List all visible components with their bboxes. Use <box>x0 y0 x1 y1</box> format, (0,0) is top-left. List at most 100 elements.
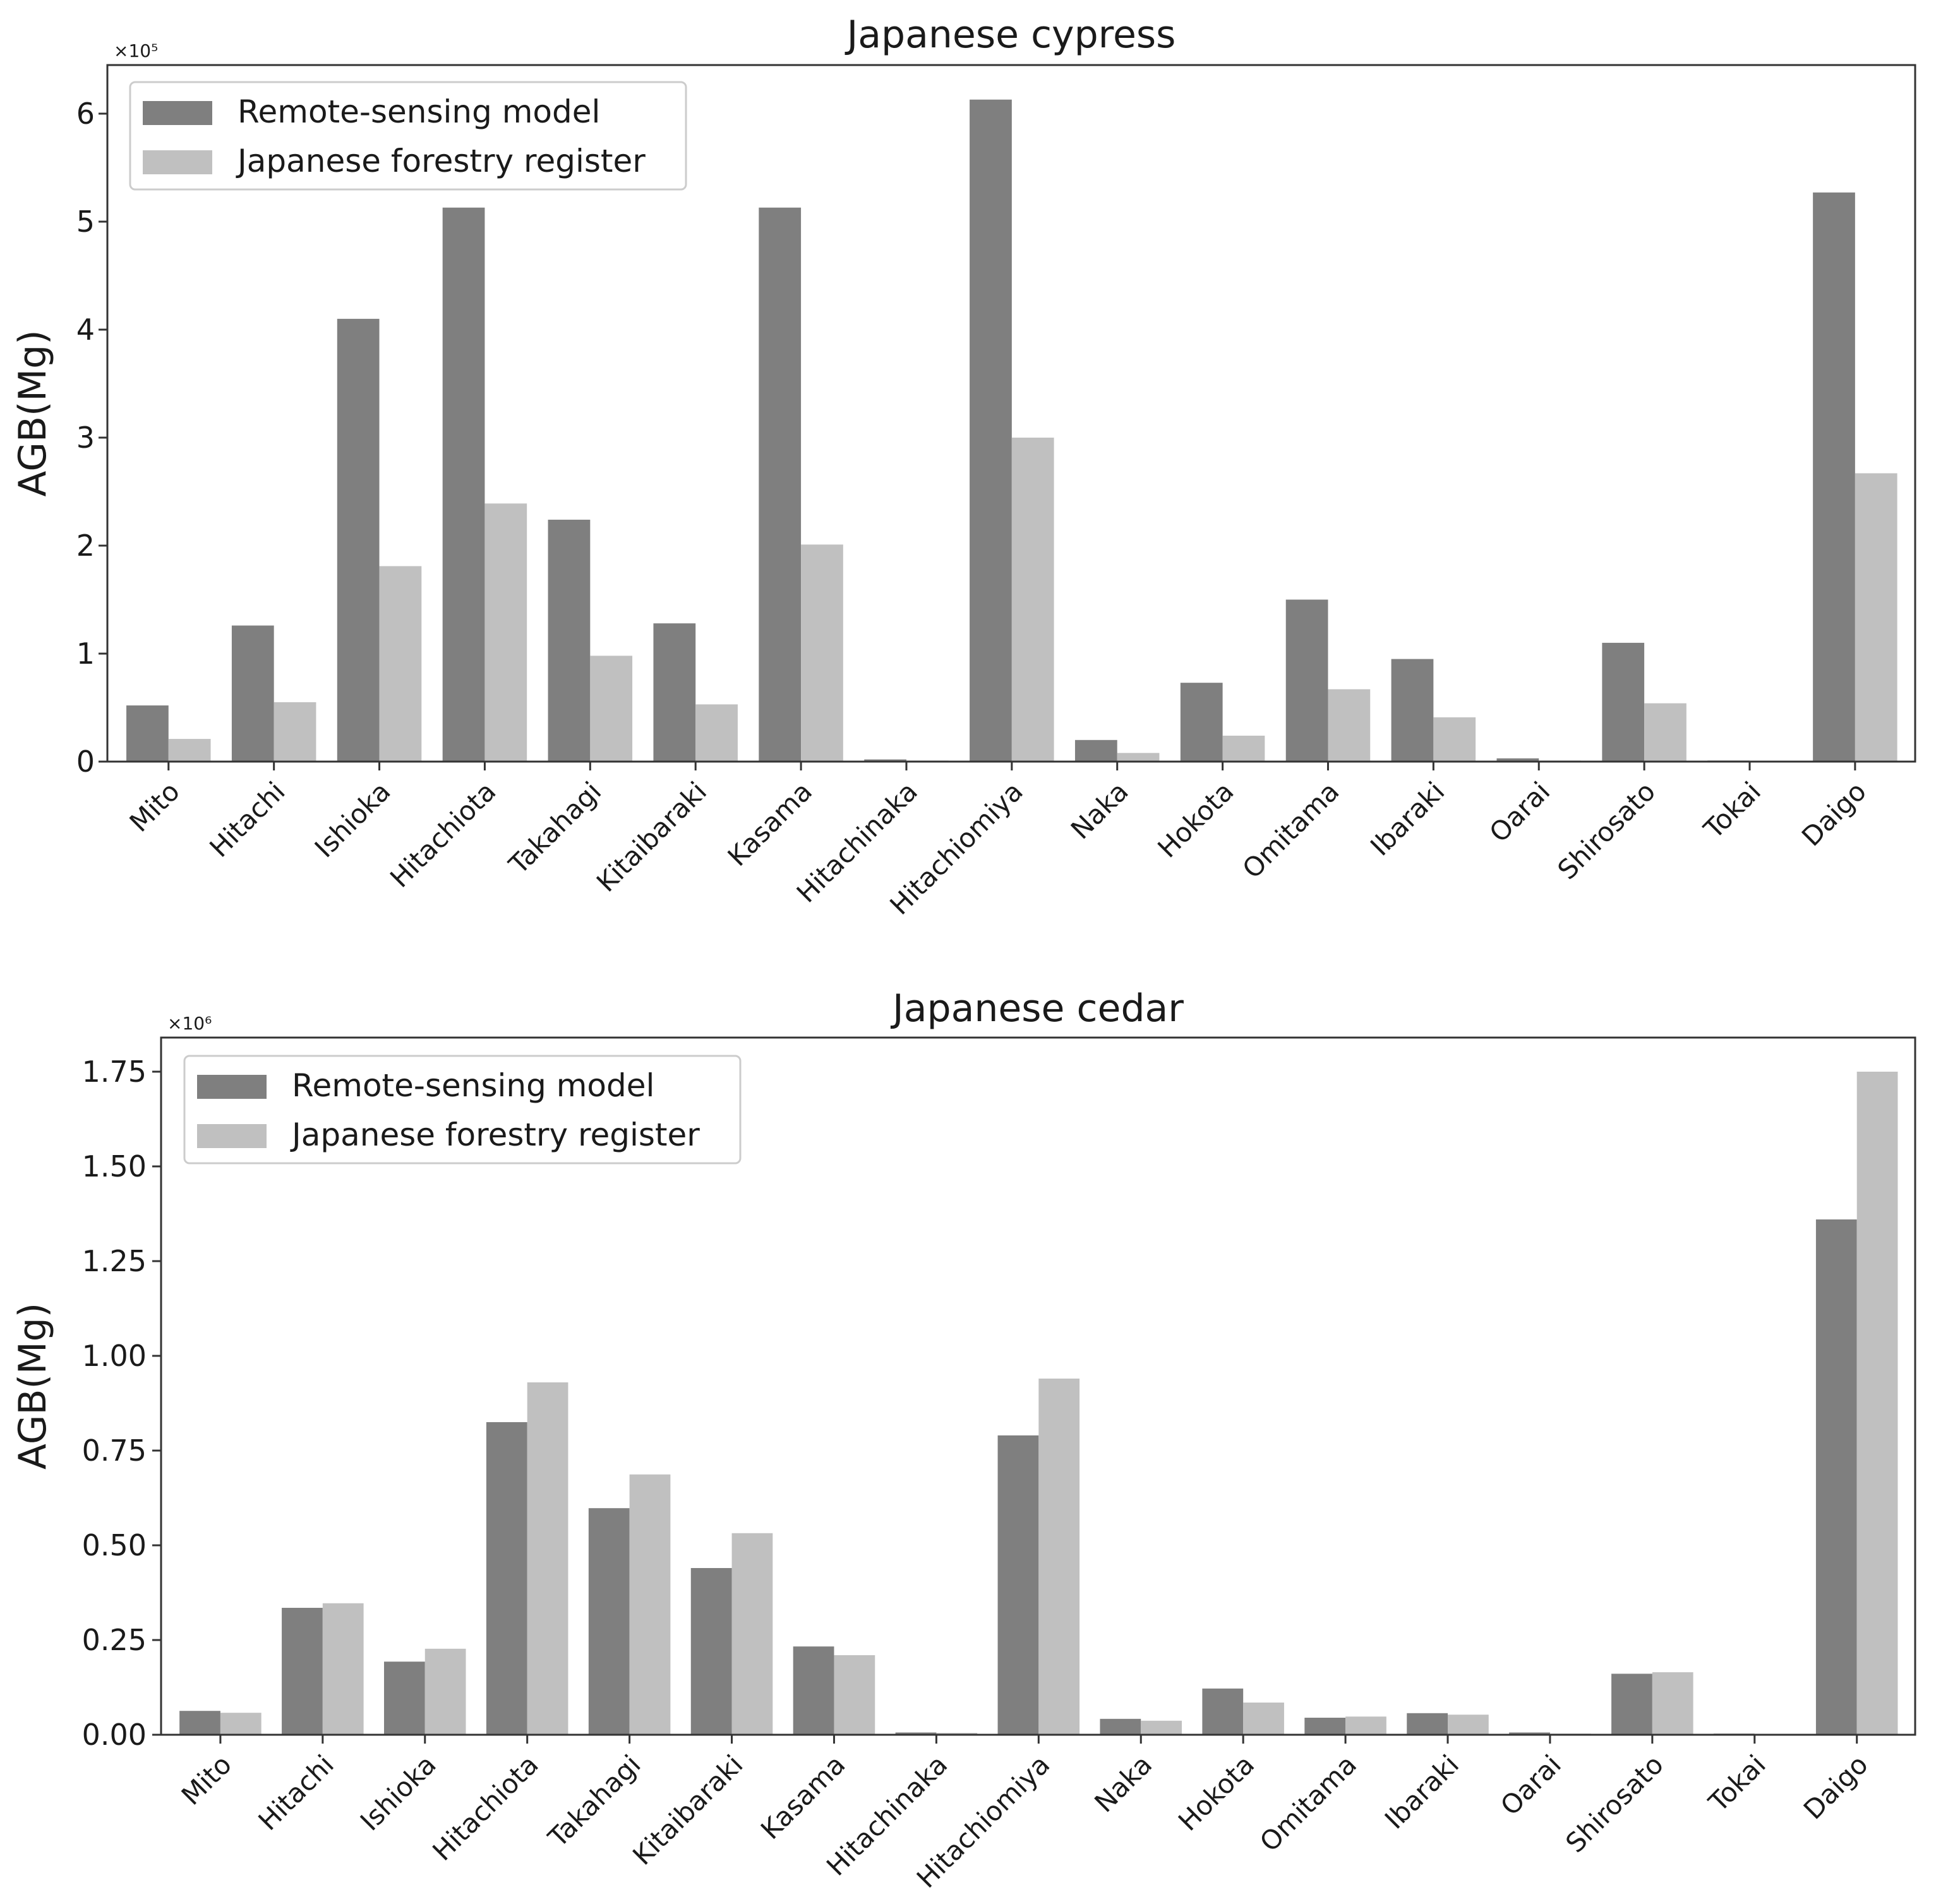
cedar-bar-model <box>690 1568 732 1735</box>
cedar-bar-register <box>731 1533 773 1735</box>
cypress-legend-swatch <box>143 150 212 174</box>
cedar-bar-register <box>834 1655 875 1735</box>
cypress-x-tick-label: Oarai <box>1483 775 1556 848</box>
cypress-x-tick-label: Tokai <box>1697 775 1767 845</box>
cedar-x-tick-label: Tokai <box>1702 1749 1772 1818</box>
cypress-x-tick-label: Omitama <box>1236 775 1345 884</box>
cedar-bar-register <box>1652 1672 1693 1735</box>
cypress-y-tick-label: 3 <box>76 421 95 455</box>
cedar-y-axis-label: AGB(Mg) <box>11 1303 55 1470</box>
cedar-bar-model <box>1815 1219 1857 1735</box>
cedar-bar-register <box>424 1648 466 1735</box>
cypress-bar-register <box>484 503 527 762</box>
cypress-y-tick-label: 1 <box>76 637 95 671</box>
cypress-bar-model <box>1180 683 1223 762</box>
cedar-bar-model <box>383 1662 425 1735</box>
cypress-bar-model <box>337 318 380 762</box>
cypress-x-tick-label: Takahagi <box>503 775 608 880</box>
cypress-x-tick-label: Daigo <box>1796 775 1872 852</box>
cypress-bar-register <box>590 656 633 762</box>
cedar-x-tick-label: Shirosato <box>1560 1749 1669 1859</box>
cedar-y-tick-label: 1.00 <box>82 1339 147 1373</box>
cedar-bar-register <box>629 1474 671 1735</box>
cedar-bar-register <box>322 1603 364 1735</box>
cedar-bar-model <box>588 1508 630 1735</box>
cedar-x-tick-label: Ibaraki <box>1379 1749 1465 1835</box>
cedar-bar-model <box>1509 1732 1550 1735</box>
cypress-x-tick-label: Hitachi <box>203 775 291 863</box>
cypress-bar-register <box>1222 735 1265 762</box>
cypress-x-tick-label: Kasama <box>722 775 819 872</box>
cedar-legend-label: Japanese forestry register <box>290 1117 700 1153</box>
cedar-bar-register <box>1038 1379 1080 1735</box>
cedar-bar-register <box>527 1382 568 1735</box>
cedar-bar-model <box>282 1608 323 1735</box>
cedar-x-tick-label: Omitama <box>1254 1749 1362 1857</box>
cypress-bar-model <box>1813 192 1855 762</box>
cypress-bar-register <box>1117 753 1160 762</box>
cypress-bar-model <box>231 625 274 762</box>
cedar-x-tick-label: Hitachi <box>252 1749 339 1836</box>
cedar-x-tick-label: Hokota <box>1172 1749 1260 1836</box>
cypress-bar-model <box>126 705 169 762</box>
cedar-bar-register <box>220 1713 262 1735</box>
cedar-y-tick-label: 0.25 <box>82 1623 147 1657</box>
cedar-y-multiplier: ×10⁶ <box>167 1013 212 1034</box>
cypress-plot-frame <box>106 64 1916 763</box>
cypress-legend-box <box>129 81 687 191</box>
cypress-x-tick-label: Naka <box>1065 775 1134 845</box>
cypress-bar-model <box>548 519 591 762</box>
cypress-bar-model <box>1074 739 1117 762</box>
cedar-x-tick-label: Oarai <box>1494 1749 1567 1821</box>
cedar-bar-model <box>1202 1688 1244 1735</box>
cedar-bar-model <box>179 1711 220 1735</box>
cypress-bar-register <box>379 566 422 762</box>
cypress-bar-register <box>1433 717 1476 762</box>
cypress-bar-model <box>1602 642 1645 762</box>
cedar-legend-label: Remote-sensing model <box>292 1067 654 1104</box>
cypress-y-tick-label: 2 <box>76 529 95 563</box>
cypress-bar-model <box>970 99 1012 762</box>
cypress-bar-register <box>1644 703 1686 762</box>
cedar-legend-swatch <box>197 1124 267 1148</box>
cedar-y-tick-label: 1.75 <box>82 1055 147 1089</box>
cypress-bar-register <box>168 739 211 762</box>
cedar-y-tick-label: 1.25 <box>82 1244 147 1278</box>
cypress-bar-model <box>759 207 802 762</box>
cedar-bar-register <box>1243 1703 1284 1735</box>
cedar-legend-swatch <box>197 1075 267 1099</box>
cedar-bar-model <box>997 1435 1039 1735</box>
cedar-y-tick-label: 0.00 <box>82 1718 147 1752</box>
cedar-y-tick-label: 1.50 <box>82 1149 147 1183</box>
cedar-bar-model <box>1611 1673 1652 1735</box>
cypress-x-tick-label: Kitaibaraki <box>591 775 712 897</box>
cypress-bar-model <box>1496 758 1539 762</box>
cedar-bar-model <box>1304 1718 1346 1735</box>
cedar-x-tick-label: Ishioka <box>354 1749 442 1836</box>
cypress-y-tick-label: 0 <box>76 745 95 779</box>
cedar-bar-register <box>1141 1720 1182 1735</box>
cedar-x-tick-label: Daigo <box>1798 1749 1874 1825</box>
cedar-bar-model <box>895 1732 937 1735</box>
cedar-x-tick-label: Hitachiota <box>426 1749 544 1866</box>
cypress-x-tick-label: Hitachiota <box>384 775 502 893</box>
cedar-bar-register <box>1856 1072 1898 1735</box>
cedar-x-tick-label: Kasama <box>755 1749 851 1845</box>
cypress-bar-register <box>274 702 316 762</box>
cedar-y-tick-label: 0.75 <box>82 1434 147 1468</box>
cedar-chart: Japanese cedar ×10⁶ AGB(Mg) 0.00 0.25 0.50 0.7… <box>11 986 1916 1894</box>
cypress-legend-label: Remote-sensing model <box>237 93 600 130</box>
cypress-bar-model <box>864 759 906 762</box>
cedar-bar-register <box>1448 1715 1489 1735</box>
cypress-chart-title: Japanese cypress <box>845 13 1176 57</box>
cypress-y-tick-label: 4 <box>76 313 95 347</box>
cedar-x-tick-label: Naka <box>1088 1749 1158 1818</box>
cypress-bar-model <box>442 207 485 762</box>
cypress-bar-register <box>801 544 843 762</box>
cedar-bar-model <box>486 1422 527 1735</box>
cedar-chart-title: Japanese cedar <box>890 986 1184 1031</box>
cypress-bar-register <box>1011 437 1054 762</box>
cypress-bar-register <box>1855 473 1897 762</box>
cypress-y-tick-label: 6 <box>76 97 95 131</box>
